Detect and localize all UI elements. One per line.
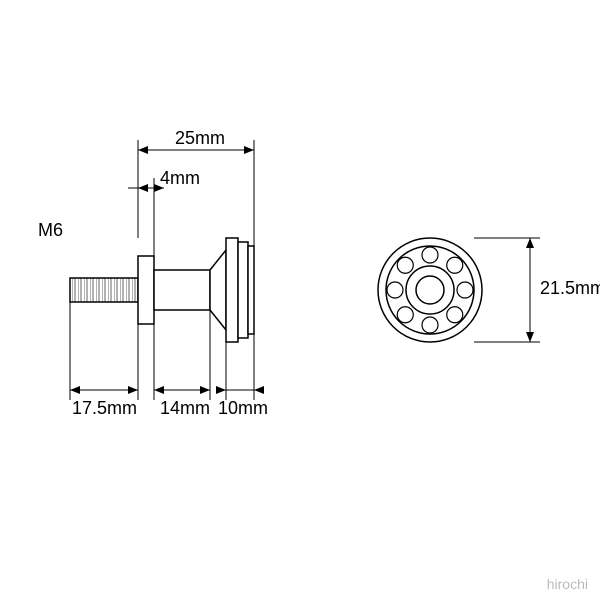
spool-neck: [154, 270, 210, 310]
m6-label: M6: [38, 220, 63, 241]
bolt-hole: [397, 257, 413, 273]
bolt-hole: [447, 257, 463, 273]
front-flange-3: [248, 246, 254, 334]
watermark: hirochi: [547, 576, 588, 592]
dim-25mm-label: 25mm: [175, 128, 225, 149]
drawing-svg: [0, 0, 600, 600]
dim-4mm-label: 4mm: [160, 168, 200, 189]
dim-14mm-label: 14mm: [160, 398, 210, 419]
front-view: [378, 238, 482, 342]
drawing-canvas: 25mm 4mm M6 17.5mm 14mm 10mm 21.5mm hiro…: [0, 0, 600, 600]
bolt-hole: [447, 307, 463, 323]
thread-shaft: [70, 278, 138, 302]
dim-17-5mm-label: 17.5mm: [72, 398, 137, 419]
dim-21-5mm-label: 21.5mm: [540, 278, 600, 299]
front-flange-2: [238, 242, 248, 338]
dim-10mm-label: 10mm: [218, 398, 268, 419]
bolt-hole: [397, 307, 413, 323]
bolt-hole: [422, 247, 438, 263]
bolt-hole: [387, 282, 403, 298]
back-flange: [138, 256, 154, 324]
taper: [210, 250, 226, 330]
bolt-hole: [457, 282, 473, 298]
bolt-hole: [422, 317, 438, 333]
front-flange-1: [226, 238, 238, 342]
